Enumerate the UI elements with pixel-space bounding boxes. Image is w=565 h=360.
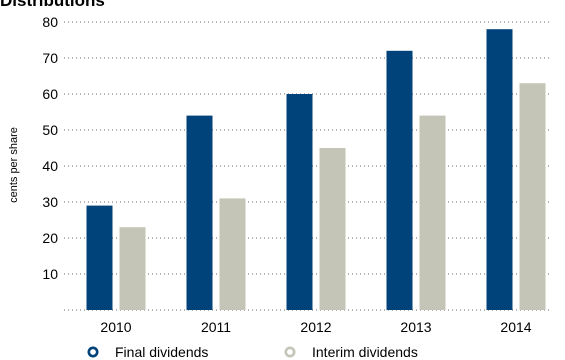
y-tick-label: 50 xyxy=(42,122,58,138)
bar-final-2014 xyxy=(486,29,513,310)
x-tick-label: 2010 xyxy=(100,319,131,335)
bar-interim-2013 xyxy=(419,115,446,310)
y-tick-label: 40 xyxy=(42,158,58,174)
bar-final-2010 xyxy=(86,205,113,310)
y-tick-label: 80 xyxy=(42,14,58,30)
x-tick-label: 2011 xyxy=(201,319,231,335)
x-tick-label: 2013 xyxy=(400,319,431,335)
legend: Final dividends Interim dividends xyxy=(87,344,418,360)
y-tick-label: 20 xyxy=(42,230,58,246)
x-tick-label: 2014 xyxy=(500,319,531,335)
chart-title: Distributions xyxy=(0,0,105,10)
legend-label-interim: Interim dividends xyxy=(312,344,418,360)
bar-final-2011 xyxy=(186,115,213,310)
bar-final-2012 xyxy=(286,94,313,310)
legend-label-final: Final dividends xyxy=(115,344,208,360)
legend-marker-interim xyxy=(284,346,296,358)
bar-final-2013 xyxy=(386,50,413,311)
bar-interim-2011 xyxy=(219,198,246,310)
x-axis-ticks: 2010 2011 2012 2013 2014 xyxy=(100,319,531,335)
x-tick-label: 2012 xyxy=(300,319,331,335)
bar-interim-2010 xyxy=(119,227,146,310)
y-axis-label: cents per share xyxy=(8,127,20,203)
y-tick-label: 60 xyxy=(42,86,58,102)
bar-interim-2014 xyxy=(519,83,546,310)
y-tick-label: 70 xyxy=(42,50,58,66)
bars xyxy=(86,29,546,311)
y-axis-ticks: 10 20 30 40 50 60 70 80 xyxy=(42,14,58,282)
y-tick-label: 10 xyxy=(42,266,58,282)
y-tick-label: 30 xyxy=(42,194,58,210)
legend-marker-final xyxy=(87,346,99,358)
bar-interim-2012 xyxy=(319,148,346,310)
